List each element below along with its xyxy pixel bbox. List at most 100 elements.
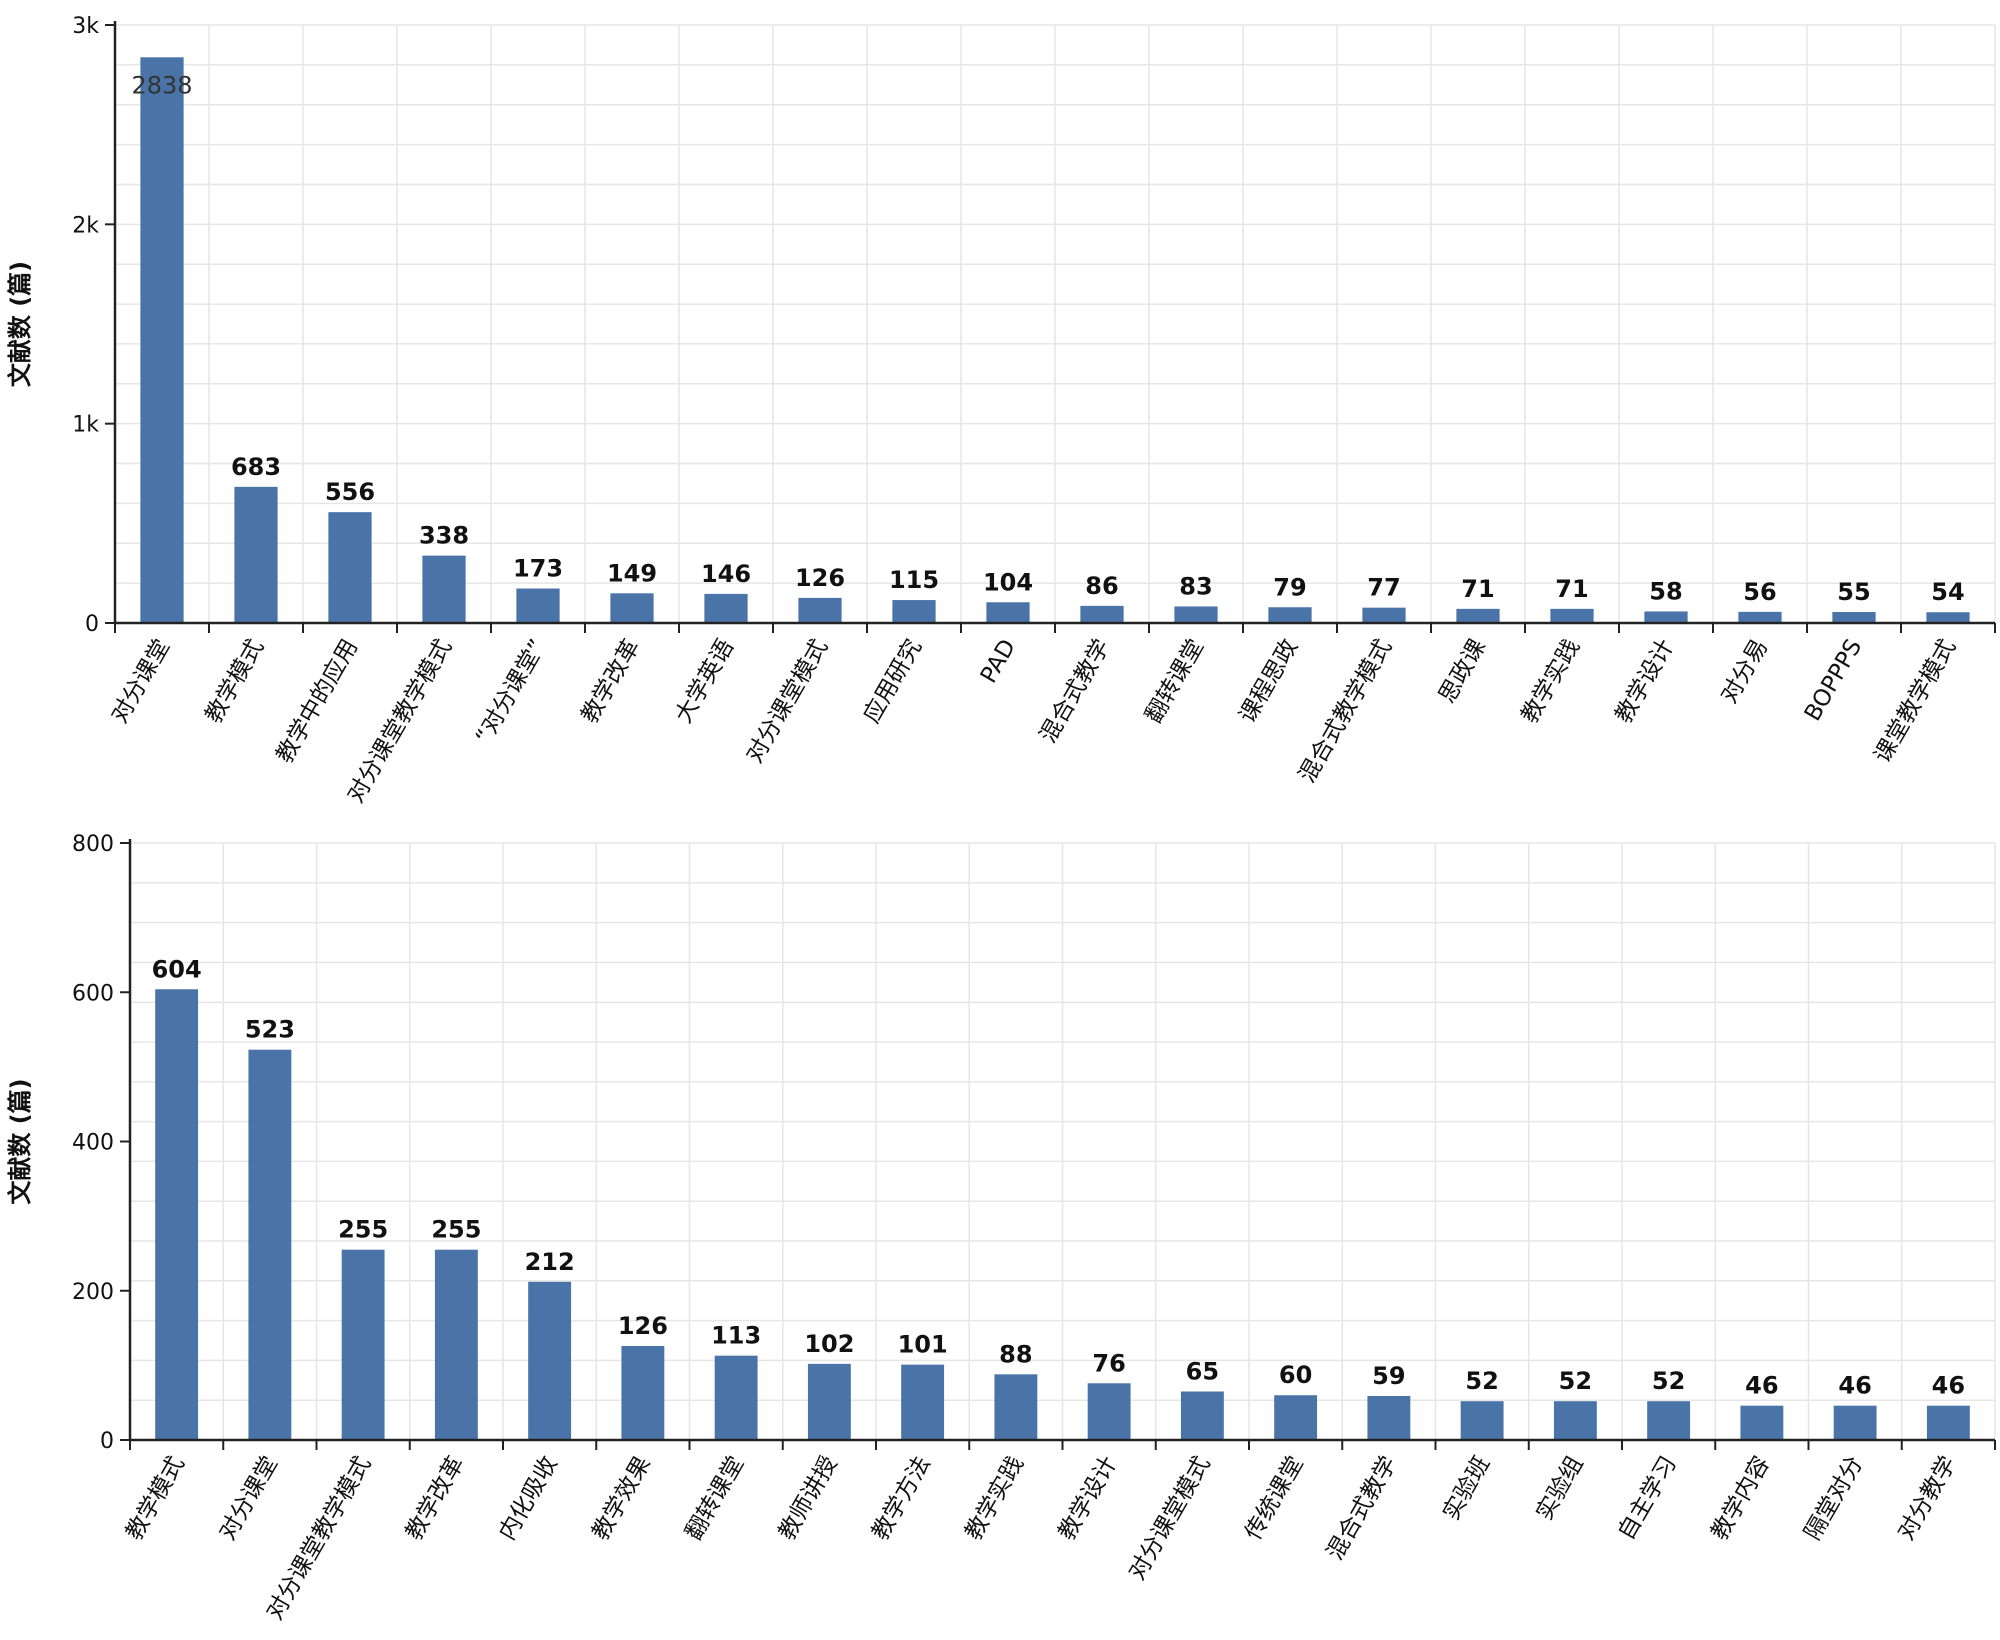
value-label: 146 <box>701 560 751 588</box>
bar-教学中的应用 <box>328 512 372 623</box>
value-label: 126 <box>618 1312 668 1340</box>
y-tick-label: 0 <box>100 1429 114 1454</box>
category-label: 对分课堂 <box>215 1452 284 1545</box>
value-label: 65 <box>1186 1357 1219 1385</box>
category-label: 混合式教学 <box>1035 635 1115 748</box>
bar-翻转课堂 <box>1174 606 1218 623</box>
bar-教学设计 <box>1644 611 1688 623</box>
value-label: 86 <box>1085 572 1118 600</box>
value-label: 604 <box>152 955 202 983</box>
value-label: 101 <box>898 1331 948 1359</box>
value-label: 52 <box>1465 1367 1498 1395</box>
gridlines <box>114 24 1996 624</box>
category-label: PAD <box>976 635 1021 688</box>
value-label: 56 <box>1743 578 1776 606</box>
category-label: 实验班 <box>1438 1452 1495 1525</box>
bar-内化吸收 <box>528 1281 572 1440</box>
category-label: 教学实践 <box>961 1452 1030 1545</box>
y-tick-label: 1k <box>72 413 99 438</box>
value-label: 113 <box>711 1322 761 1350</box>
category-label: 教学效果 <box>588 1452 657 1545</box>
bar-PAD <box>986 602 1030 623</box>
y-axis-title: 文献数 (篇) <box>6 1078 34 1204</box>
value-label: 88 <box>999 1340 1032 1368</box>
bar-对分教学 <box>1926 1405 1970 1440</box>
category-label: 教学模式 <box>201 635 270 728</box>
bar-对分课堂 <box>140 57 184 624</box>
value-label: 126 <box>795 564 845 592</box>
bar-教学效果 <box>621 1345 665 1440</box>
value-label: 52 <box>1559 1367 1592 1395</box>
category-label: 教学内容 <box>1707 1452 1776 1545</box>
bar-对分课堂模式 <box>1180 1391 1224 1440</box>
value-label: 46 <box>1838 1372 1871 1400</box>
value-label: 255 <box>431 1216 481 1244</box>
chart-panel-1: 2838 683 556 338 173 149 146 126 115 104 86 83 79 77 7… <box>6 14 1996 807</box>
bar-教学模式 <box>234 486 278 623</box>
value-label: 255 <box>338 1216 388 1244</box>
value-label: 2838 <box>131 71 192 99</box>
y-tick-label: 2k <box>72 213 99 238</box>
value-label: 46 <box>1932 1372 1965 1400</box>
value-label: 79 <box>1273 573 1306 601</box>
bar-混合式教学模式 <box>1362 607 1406 623</box>
bar-实验班 <box>1460 1401 1504 1440</box>
value-label: 71 <box>1555 575 1588 603</box>
value-label: 149 <box>607 559 657 587</box>
bar-教师讲授 <box>807 1363 851 1440</box>
category-label: 对分易 <box>1716 635 1773 708</box>
bar-教学方法 <box>901 1364 945 1440</box>
bar-教学模式 <box>155 989 199 1440</box>
y-tick-label: 400 <box>72 1131 114 1156</box>
bar-对分课堂教学模式 <box>341 1249 385 1440</box>
category-label: 对分课堂教学模式 <box>343 635 458 807</box>
bar-混合式教学 <box>1080 605 1124 623</box>
category-label: 教学改革 <box>401 1452 470 1545</box>
category-label: 思政课 <box>1434 635 1491 708</box>
category-label: 教学设计 <box>1054 1452 1123 1545</box>
category-label: 应用研究 <box>859 635 928 728</box>
bar-课堂教学模式 <box>1926 612 1970 623</box>
bar-大学英语 <box>704 593 748 623</box>
bar-BOPPPS <box>1832 612 1876 623</box>
bar-对分课堂 <box>248 1049 292 1440</box>
value-label: 338 <box>419 522 469 550</box>
value-label: 104 <box>983 568 1033 596</box>
category-label: 对分课堂 <box>107 635 176 728</box>
chart-panel-2: 604 523 255 255 212 126 113 102 101 88 76 65 60 59 52 5… <box>6 832 1996 1624</box>
bar-传统课堂 <box>1274 1395 1318 1440</box>
bar-自主学习 <box>1647 1401 1691 1440</box>
category-label: 翻转课堂 <box>681 1452 750 1545</box>
value-label: 212 <box>525 1248 575 1276</box>
bar-混合式教学 <box>1367 1395 1411 1440</box>
value-label: 58 <box>1649 577 1682 605</box>
value-label: 60 <box>1279 1361 1312 1389</box>
value-label: 59 <box>1372 1362 1405 1390</box>
value-label: 76 <box>1092 1349 1125 1377</box>
category-label: 内化吸收 <box>494 1452 563 1545</box>
bar-教学实践 <box>994 1374 1038 1440</box>
bar-对分课堂模式 <box>798 597 842 623</box>
value-label: 54 <box>1931 578 1964 606</box>
category-label: 对分课堂模式 <box>1124 1452 1216 1585</box>
value-label: 52 <box>1652 1367 1685 1395</box>
category-label: 教学改革 <box>577 635 646 728</box>
gridlines <box>129 842 1996 1441</box>
bar-实验组 <box>1553 1401 1597 1440</box>
value-label: 556 <box>325 478 375 506</box>
bar-“对分课堂” <box>516 588 560 623</box>
bar-翻转课堂 <box>714 1355 758 1440</box>
category-label: 课堂教学模式 <box>1870 635 1962 768</box>
value-label: 523 <box>245 1016 295 1044</box>
category-label: 对分课堂模式 <box>742 635 834 768</box>
category-label: 自主学习 <box>1613 1452 1682 1545</box>
category-label: 对分教学 <box>1893 1452 1962 1545</box>
category-label: 教师讲授 <box>774 1452 843 1545</box>
bar-教学设计 <box>1087 1383 1131 1440</box>
bar-课程思政 <box>1268 607 1312 623</box>
y-tick-label: 3k <box>72 14 99 39</box>
category-label: BOPPPS <box>1800 635 1867 726</box>
bar-隔堂对分 <box>1833 1405 1877 1440</box>
category-label: 对分课堂教学模式 <box>262 1452 377 1624</box>
y-tick-label: 600 <box>72 981 114 1006</box>
